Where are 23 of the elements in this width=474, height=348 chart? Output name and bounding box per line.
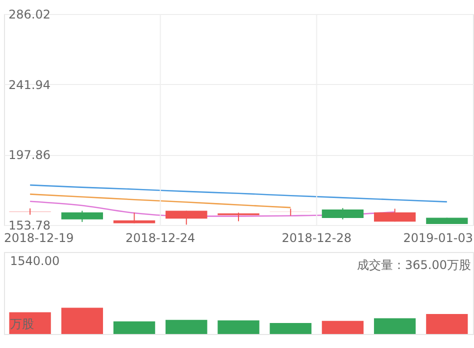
bar (374, 318, 416, 334)
text: 2019-01-03 (403, 231, 473, 245)
y-tick-label: 241.94 (8, 78, 50, 92)
bar (426, 314, 468, 334)
bar (113, 321, 156, 334)
y-tick-label: 153.78 (8, 218, 50, 232)
text: 2018-12-19 (4, 231, 74, 245)
candlestick (9, 208, 51, 216)
candlestick (270, 208, 312, 216)
y-tick-label: 286.02 (8, 8, 50, 22)
line-series (29, 194, 292, 208)
bar (218, 320, 260, 334)
bar (166, 320, 208, 334)
text: 1540.00 (10, 254, 60, 268)
annotation: 万股 (10, 317, 34, 331)
y-tick-label: 197.86 (8, 148, 50, 162)
bar (322, 320, 364, 334)
text: 2018-12-24 (125, 231, 196, 245)
bar (61, 308, 104, 334)
text: 2018-12-28 (282, 231, 352, 245)
line-series (29, 184, 448, 202)
text: 成交量：365.00万股 (357, 258, 471, 272)
bar (270, 322, 312, 334)
